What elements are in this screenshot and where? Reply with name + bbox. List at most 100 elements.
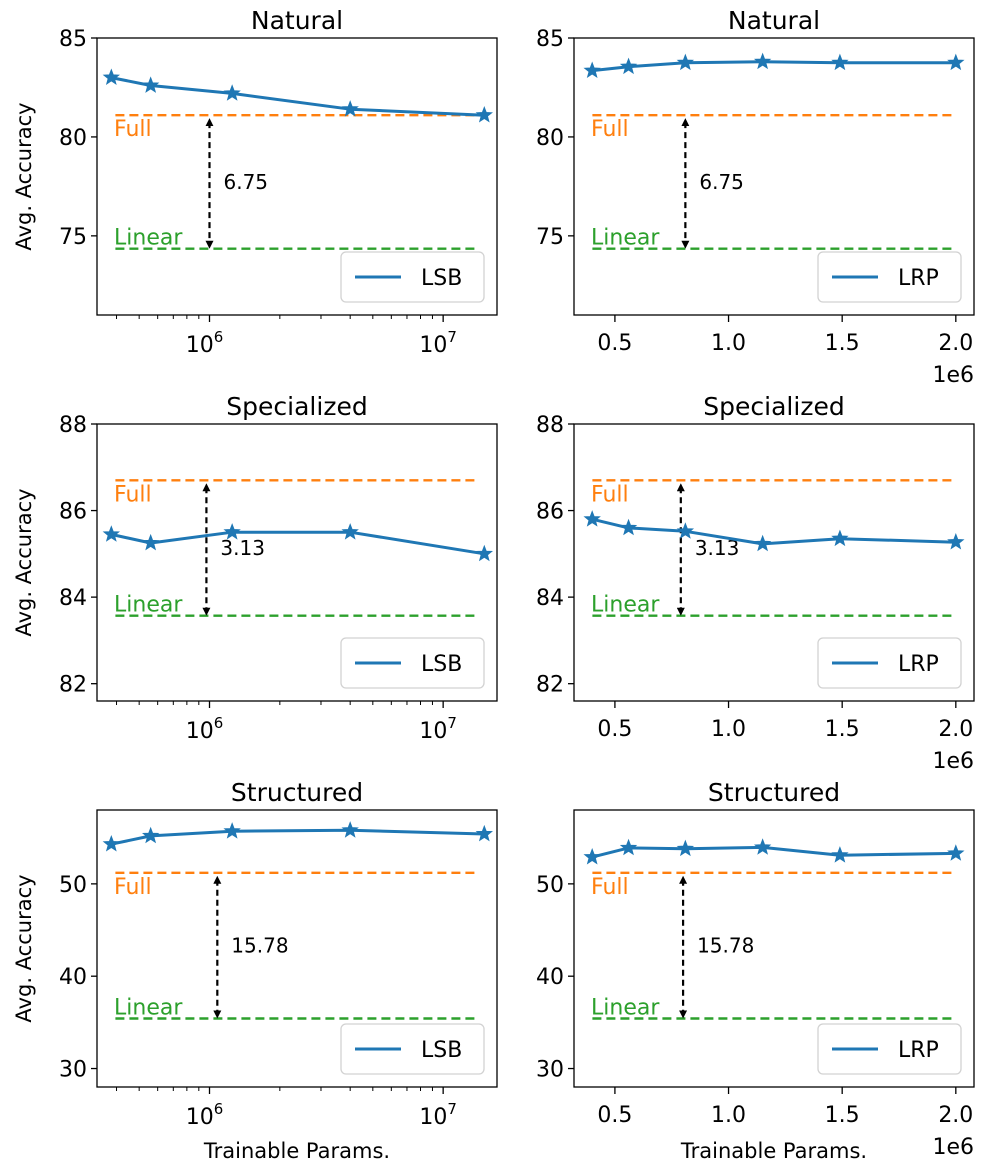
linear-reference-label: Linear — [591, 995, 660, 1020]
legend-entry: LSB — [421, 652, 462, 677]
chart-panel-6: Structured 30 40 50 0.5 1.0 1.5 2.0 1e6 Trainable… — [536, 778, 975, 1163]
full-reference-label: Full — [114, 875, 152, 900]
data-point — [341, 100, 359, 117]
data-point — [619, 57, 638, 75]
y-tick-label: 84 — [59, 586, 87, 611]
legend-entry: LRP — [898, 266, 939, 291]
plot-frame — [96, 423, 498, 702]
legend-box — [817, 1023, 962, 1075]
x-tick-label: 106 — [186, 1100, 224, 1130]
plot-frame — [573, 37, 975, 316]
x-tick-label: 107 — [419, 328, 457, 358]
x-tick-label: 1.0 — [711, 717, 746, 742]
x-tick-label: 107 — [419, 714, 457, 744]
plot-frame — [96, 37, 498, 316]
y-tick-label: 86 — [59, 500, 87, 525]
chart-title: Structured — [708, 778, 840, 807]
data-point — [341, 523, 359, 540]
y-tick-label: 82 — [59, 673, 87, 698]
x-offset-label: 1e6 — [932, 749, 974, 774]
full-reference-label: Full — [591, 875, 629, 900]
data-point — [583, 61, 601, 79]
data-point — [102, 68, 120, 85]
y-tick-label: 86 — [536, 500, 564, 525]
x-tick-label: 2.0 — [938, 1103, 973, 1128]
data-point — [753, 534, 772, 552]
x-tick-label: 106 — [186, 328, 224, 358]
data-point — [475, 824, 493, 842]
data-point — [583, 847, 601, 865]
y-tick-label: 88 — [536, 413, 564, 438]
x-offset-label: 1e6 — [932, 363, 974, 388]
y-tick-label: 40 — [536, 965, 564, 990]
legend: LRP — [817, 251, 962, 303]
chart-title: Specialized — [226, 392, 367, 421]
y-tick-label: 30 — [536, 1058, 564, 1083]
y-tick-label: 84 — [536, 586, 564, 611]
x-axis-label: Trainable Params. — [203, 1139, 390, 1163]
data-point — [831, 529, 849, 547]
data-point — [223, 822, 241, 839]
y-axis-label: Avg. Accuracy — [12, 874, 36, 1022]
chart-panel-2: Natural 75 80 85 0.5 1.0 1.5 2.0 1e6 Full Linear 6.… — [536, 6, 975, 388]
x-tick-label: 0.5 — [597, 331, 632, 356]
y-tick-label: 85 — [536, 27, 564, 52]
x-tick-label: 2.0 — [938, 331, 973, 356]
x-tick-label: 106 — [186, 714, 224, 744]
data-point — [102, 835, 120, 852]
full-reference-label: Full — [114, 117, 152, 142]
y-axis-label: Avg. Accuracy — [12, 488, 36, 636]
x-tick-label: 1.5 — [825, 331, 860, 356]
legend-box — [817, 251, 962, 303]
linear-reference-label: Linear — [114, 226, 183, 251]
legend-entry: LRP — [898, 1038, 939, 1063]
series-line-lsb — [110, 828, 485, 846]
linear-reference-label: Linear — [591, 226, 660, 251]
data-point — [141, 76, 160, 93]
chart-panel-1: Natural 75 80 85 Avg. Accuracy 106 107 Full Line… — [12, 6, 498, 358]
x-axis-label: Trainable Params. — [680, 1139, 867, 1163]
x-tick-label: 0.5 — [597, 1103, 632, 1128]
series-line-lsb — [110, 530, 485, 556]
legend-box — [340, 251, 485, 303]
data-point — [619, 838, 638, 856]
data-point — [947, 53, 965, 71]
linear-reference-label: Linear — [114, 995, 183, 1020]
gap-value-label: 6.75 — [699, 170, 744, 194]
plot-frame — [96, 809, 498, 1088]
y-tick-label: 75 — [59, 225, 87, 250]
data-point — [341, 821, 359, 838]
data-point — [947, 533, 965, 550]
data-point — [223, 84, 241, 101]
data-point — [831, 53, 849, 71]
data-point — [676, 53, 695, 71]
series-line-lrp — [591, 845, 956, 859]
x-offset-label: 1e6 — [932, 1135, 974, 1160]
legend-entry: LRP — [898, 652, 939, 677]
y-tick-label: 50 — [536, 873, 564, 898]
data-point — [619, 518, 638, 536]
y-tick-label: 40 — [59, 965, 87, 990]
full-reference-label: Full — [591, 482, 629, 507]
series-line-lsb — [111, 76, 485, 117]
chart-title: Specialized — [703, 392, 844, 421]
series-line-lrp — [592, 60, 956, 73]
legend-box — [817, 637, 962, 689]
legend: LRP — [817, 1023, 962, 1075]
legend: LRP — [817, 637, 962, 689]
plot-frame — [573, 423, 975, 702]
y-tick-label: 50 — [59, 873, 87, 898]
chart-panel-4: Specialized 82 84 86 88 0.5 1.0 1.5 2.0 1e6 Full Li… — [536, 392, 975, 774]
legend: LSB — [340, 637, 485, 689]
y-tick-label: 80 — [536, 126, 564, 151]
chart-title: Natural — [728, 6, 820, 35]
data-point — [753, 52, 772, 70]
data-point — [141, 533, 160, 551]
full-reference-label: Full — [591, 117, 629, 142]
data-point — [831, 846, 849, 863]
x-tick-label: 1.0 — [711, 1103, 746, 1128]
y-tick-label: 75 — [536, 225, 564, 250]
legend-box — [340, 1023, 485, 1075]
series-line-lrp — [591, 517, 956, 546]
linear-reference-label: Linear — [591, 593, 660, 618]
